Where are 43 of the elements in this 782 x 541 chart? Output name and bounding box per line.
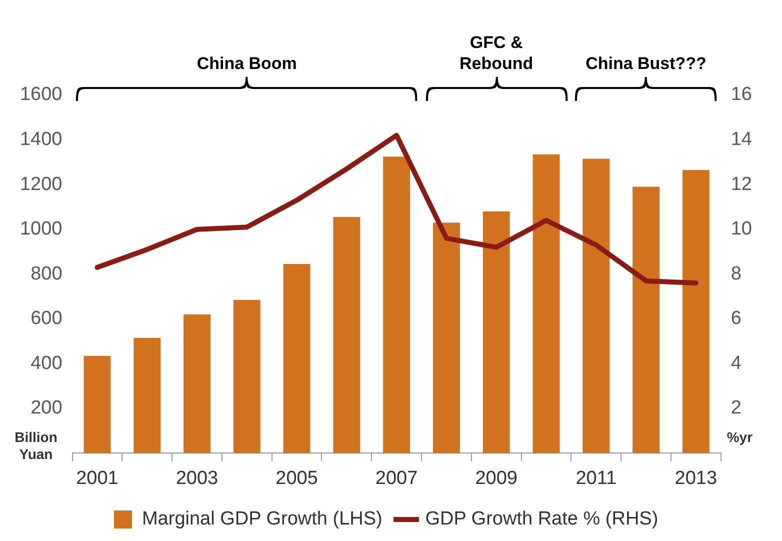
x-tick-label: 2009 — [475, 468, 518, 489]
y-tick-label: 200 — [30, 398, 62, 419]
y-tick-label: 1200 — [20, 174, 62, 195]
x-tick-label: 2003 — [176, 468, 218, 489]
x-tick-label: 2007 — [375, 468, 418, 489]
y-tick-label: 1000 — [20, 218, 62, 240]
y2-tick-label: 10 — [730, 218, 752, 240]
y2-tick-label: 4 — [730, 352, 742, 374]
y2-tick-label: 2 — [730, 398, 742, 419]
y2-tick-label: 14 — [730, 129, 752, 150]
y-tick-label: 1600 — [20, 84, 62, 106]
bar — [432, 222, 460, 454]
bar — [632, 186, 660, 454]
bar — [532, 154, 560, 454]
legend-label: Marginal GDP Growth (LHS) — [142, 508, 382, 530]
y-tick-label: 1400 — [20, 129, 62, 150]
bar — [233, 300, 260, 454]
legend-label: GDP Growth Rate % (RHS) — [425, 508, 658, 530]
bar — [134, 338, 161, 454]
x-tick-label: 2005 — [276, 468, 318, 489]
y2-tick-label: 16 — [730, 84, 752, 106]
bar — [582, 158, 610, 454]
x-tick-label: 2011 — [576, 468, 617, 489]
y-axis-title: Billion Yuan — [14, 429, 58, 464]
y2-axis-title: %yr — [726, 429, 753, 446]
text: China Bust??? — [586, 53, 706, 74]
bar — [682, 170, 710, 454]
y2-tick-label: 8 — [730, 263, 742, 284]
y-tick-label: 800 — [30, 263, 62, 284]
text: GFC & Rebound — [460, 32, 534, 74]
bar — [184, 314, 210, 454]
y2-tick-label: 12 — [730, 174, 752, 195]
bar — [283, 264, 310, 454]
text: China Boom — [196, 53, 297, 74]
y-tick-label: 400 — [30, 352, 62, 374]
bar — [84, 356, 111, 454]
y2-tick-label: 6 — [730, 308, 742, 330]
x-tick-label: 2013 — [674, 468, 718, 489]
bar — [333, 217, 360, 454]
y-tick-label: 600 — [30, 308, 62, 330]
bar — [482, 211, 510, 454]
bar — [383, 156, 410, 454]
x-tick-label: 2001 — [76, 468, 118, 489]
